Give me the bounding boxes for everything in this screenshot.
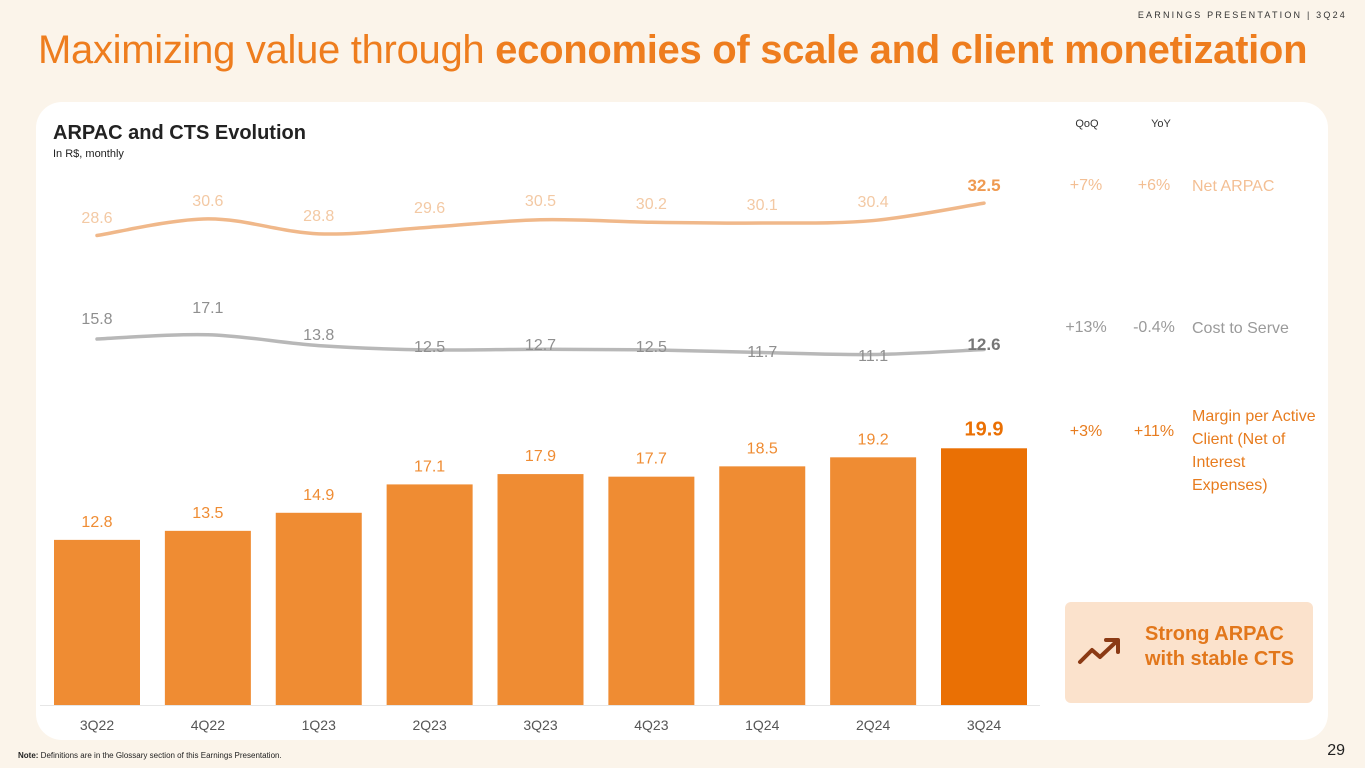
line-label-net-arpac-2Q23: 29.6 [414,200,445,217]
line-net-arpac [95,201,986,238]
metric-qoq: +3% [1069,423,1103,440]
metric-qoq: +13% [1065,319,1107,336]
bar-4Q22 [164,530,251,705]
bar-label-1Q23: 14.9 [303,487,334,504]
line-label-cost-to-serve-3Q23: 12.7 [525,337,556,354]
bar-3Q22 [54,539,140,705]
x-tick-3Q23: 3Q23 [523,717,557,733]
line-label-cost-to-serve-4Q22: 17.1 [192,300,223,317]
line-label-net-arpac-4Q23: 30.2 [636,196,667,213]
presentation-header-tag: EARNINGS PRESENTATION | 3Q24 [1137,10,1347,20]
x-tick-1Q23: 1Q23 [302,717,336,733]
page-title-bold: economies of scale and client monetizati… [495,28,1308,72]
line-cost-to-serve [95,332,986,357]
bar-label-2Q24: 19.2 [858,431,889,448]
x-tick-2Q24: 2Q24 [856,717,890,733]
yoy-header: YoY [1151,118,1171,130]
x-tick-1Q24: 1Q24 [745,717,779,733]
bar-label-4Q23: 17.7 [636,451,667,468]
line-label-cost-to-serve-2Q23: 12.5 [414,339,445,356]
line-label-net-arpac-3Q24: 32.5 [967,176,1000,195]
metric-label: Net ARPAC [1192,178,1275,195]
metric-yoy: +11% [1133,423,1175,440]
footnote-label: Note: [18,751,39,760]
metric-label: Cost to Serve [1192,320,1289,337]
callout-text: Strong ARPAC with stable CTS [1145,623,1294,670]
x-tick-4Q23: 4Q23 [634,717,668,733]
page-title-light: Maximizing value through [38,28,496,72]
bar-label-3Q24: 19.9 [965,418,1004,440]
bar-4Q23 [608,476,695,705]
bar-3Q24 [941,448,1027,705]
line-label-net-arpac-1Q24: 30.1 [747,197,778,214]
x-tick-3Q24: 3Q24 [967,717,1001,733]
x-tick-3Q22: 3Q22 [80,717,114,733]
bar-1Q24 [719,466,806,705]
callout-box: Strong ARPAC with stable CTS [1065,602,1313,703]
chart-title: ARPAC and CTS Evolution [53,122,306,144]
page-title: Maximizing value through economies of sc… [38,28,1308,73]
bar-label-2Q23: 17.1 [414,458,445,475]
line-label-net-arpac-4Q22: 30.6 [192,193,223,210]
metric-yoy: +6% [1137,177,1171,194]
bar-1Q23 [275,512,362,705]
bar-2Q24 [830,457,917,705]
line-label-net-arpac-3Q22: 28.6 [81,210,112,227]
line-label-cost-to-serve-4Q23: 12.5 [636,339,667,356]
x-tick-4Q22: 4Q22 [191,717,225,733]
line-label-cost-to-serve-3Q22: 15.8 [81,311,112,328]
line-label-net-arpac-1Q23: 28.8 [303,208,334,225]
bar-2Q23 [386,484,473,705]
line-label-cost-to-serve-3Q24: 12.6 [967,335,1000,354]
line-label-net-arpac-3Q23: 30.5 [525,193,556,210]
bar-label-1Q24: 18.5 [747,440,778,457]
metric-label: Margin per Active Client (Net of Interes… [1192,408,1316,494]
bar-label-3Q23: 17.9 [525,448,556,465]
bar-3Q23 [497,474,584,705]
bar-label-3Q22: 12.8 [81,514,112,531]
qoq-header: QoQ [1075,118,1099,130]
page-number: 29 [1327,742,1345,759]
line-label-cost-to-serve-2Q24: 11.1 [858,348,888,365]
metric-yoy: -0.4% [1133,319,1175,336]
footnote: Note: Definitions are in the Glossary se… [18,751,282,760]
arpac-cts-chart: 12.8 13.5 14.9 17.1 17.9 17.7 18.5 19.2 19.9 3Q22… [40,176,1040,733]
trending-up-icon [1078,638,1120,664]
line-label-cost-to-serve-1Q23: 13.8 [303,327,334,344]
bar-label-4Q22: 13.5 [192,505,223,522]
chart-subtitle: In R$, monthly [53,148,124,160]
metric-qoq: +7% [1069,177,1103,194]
x-tick-2Q23: 2Q23 [413,717,447,733]
line-label-cost-to-serve-1Q24: 11.7 [747,344,777,361]
line-label-net-arpac-2Q24: 30.4 [858,194,889,211]
footnote-text: Definitions are in the Glossary section … [38,751,282,760]
